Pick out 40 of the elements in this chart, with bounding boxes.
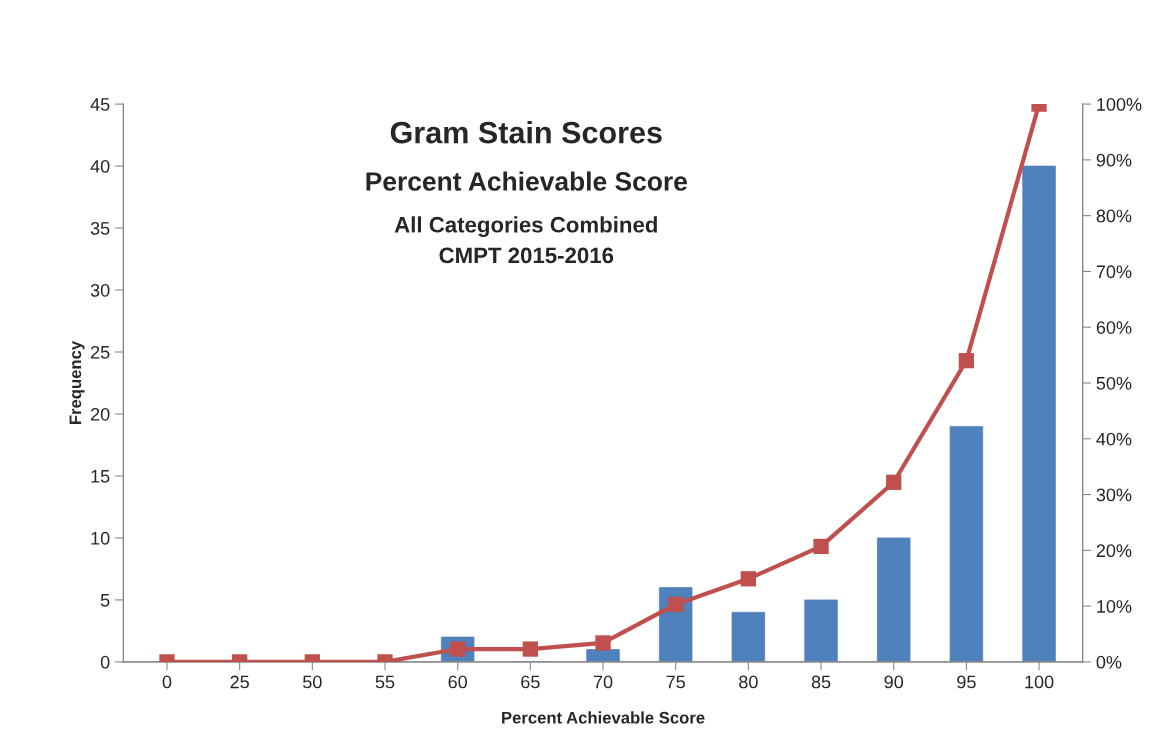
y-tick-label: 10 xyxy=(91,531,110,545)
y2-tick-label: 10% xyxy=(1097,600,1132,613)
y2-tick-label: 30% xyxy=(1096,488,1132,502)
x-tick-label: 25 xyxy=(230,675,249,689)
text: Percent Achievable Score xyxy=(366,171,687,191)
y2-tick-label: 60% xyxy=(1096,321,1132,334)
x-axis-title: Percent Achievable Score xyxy=(502,711,705,724)
x-tick-label: 55 xyxy=(375,675,395,689)
x-tick-label: 90 xyxy=(884,675,904,689)
y-tick-label: 40 xyxy=(90,160,110,173)
annotation: All Categories Combined xyxy=(394,216,657,238)
y-tick-label: 0 xyxy=(100,655,110,669)
x-tick-label: 50 xyxy=(303,675,322,689)
y2-tick-label: 70% xyxy=(1096,265,1132,279)
annotation: CMPT 2015-2016 xyxy=(439,247,614,264)
y-tick-label: 20 xyxy=(91,407,110,421)
y-tick-label: 5 xyxy=(100,594,110,607)
x-tick-label: 85 xyxy=(811,675,831,689)
x-tick-label: 65 xyxy=(521,675,540,689)
x-tick-label: 0 xyxy=(162,675,172,689)
x-tick-label: 60 xyxy=(448,675,468,689)
y2-tick-label: 40% xyxy=(1096,432,1132,446)
y2-tick-label: 80% xyxy=(1096,209,1132,223)
y-tick-label: 30 xyxy=(90,283,110,297)
y2-tick-label: 50% xyxy=(1096,376,1132,390)
y2-tick-label: 90% xyxy=(1096,153,1132,167)
y-tick-label: 25 xyxy=(91,345,110,359)
y-tick-label: 35 xyxy=(90,221,110,235)
y-tick-label: 45 xyxy=(90,98,110,111)
x-tick-label: 70 xyxy=(593,675,613,689)
x-tick-label: 95 xyxy=(957,675,976,689)
y2-tick-label: 20% xyxy=(1096,544,1132,558)
y2-tick-label: 100% xyxy=(1097,98,1142,111)
x-tick-label: 75 xyxy=(666,675,685,689)
y-axis-title: Frequency xyxy=(69,340,85,425)
x-tick-label: 100 xyxy=(1025,675,1054,689)
y2-tick-label: 0% xyxy=(1096,655,1122,669)
chart-title: Gram Stain Scores xyxy=(390,120,662,144)
x-tick-label: 80 xyxy=(739,675,758,689)
y-tick-label: 15 xyxy=(91,470,110,483)
